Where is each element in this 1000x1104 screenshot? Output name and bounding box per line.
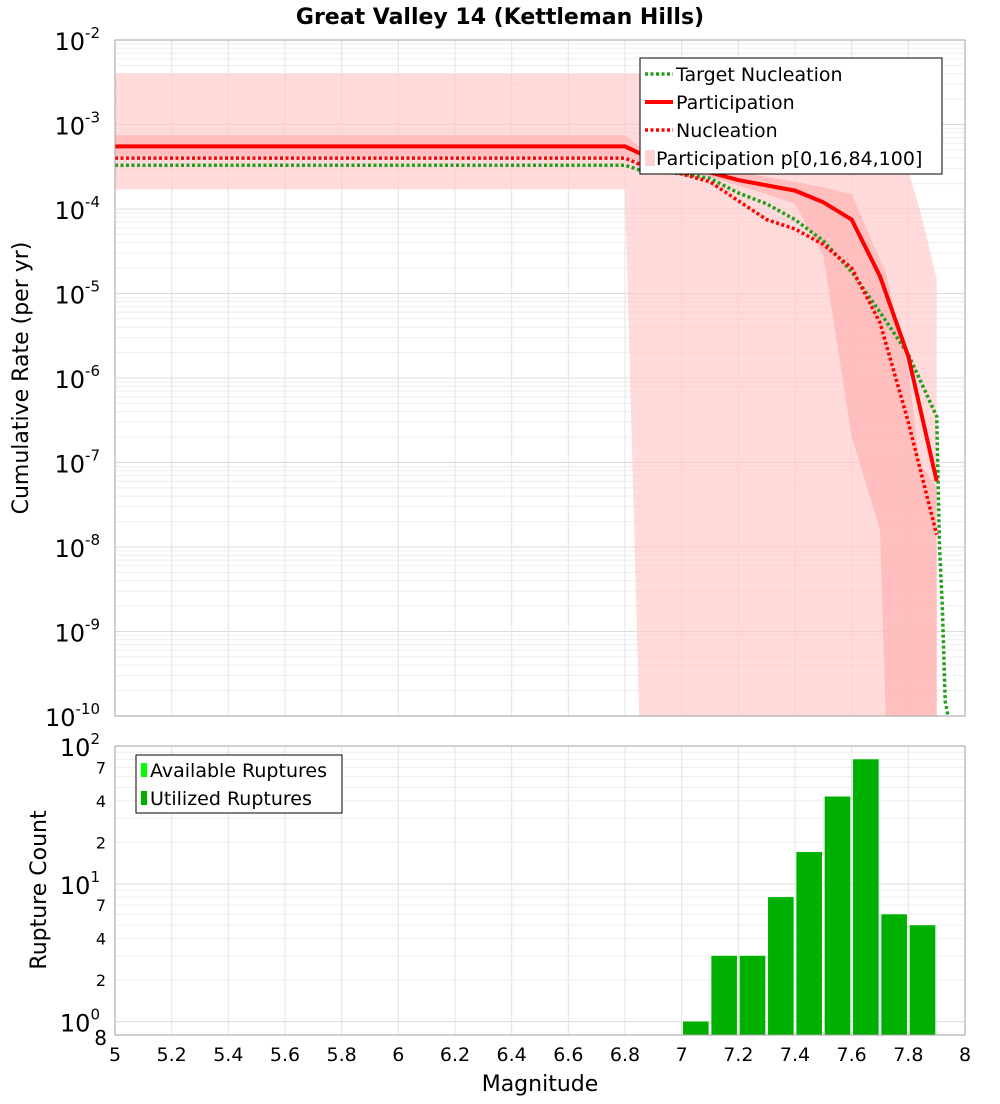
x-tick-label: 7.6 — [837, 1044, 867, 1066]
top-plot-frame — [114, 39, 966, 717]
y-tick-base: 10 — [60, 734, 91, 762]
x-tick-label: 5.8 — [327, 1044, 357, 1066]
y-tick-exponent: -7 — [85, 447, 100, 465]
bottom-legend: Available Ruptures Utilized Ruptures — [135, 754, 343, 814]
y-tick-label: 10-5 — [54, 278, 100, 310]
bar-utilized-ruptures — [853, 759, 879, 1035]
y-tick-base: 10 — [54, 451, 85, 479]
y-minor-tick-label: 2 — [96, 971, 106, 990]
bar-utilized-ruptures — [824, 796, 851, 1035]
y-tick-base: 10 — [45, 704, 76, 732]
y-tick-label: 10-4 — [54, 193, 100, 225]
y-minor-tick-label: 7 — [96, 896, 106, 915]
y-tick-exponent: 0 — [90, 1006, 100, 1024]
y-tick-exponent: -6 — [85, 362, 100, 380]
legend-box — [135, 754, 343, 814]
y-tick-base: 10 — [54, 366, 85, 394]
y-minor-tick-label: 4 — [96, 792, 106, 811]
series-line-participation — [115, 144, 939, 482]
y-tick-label: 10-2 — [54, 24, 100, 56]
legend-swatch — [141, 763, 147, 777]
bar-utilized-ruptures — [881, 914, 907, 1035]
y-tick-exponent: -2 — [85, 24, 100, 42]
y-tick-base: 10 — [54, 282, 85, 310]
x-tick-label: 7 — [676, 1044, 688, 1066]
top-legend: Target Nucleation Participation Nucleatio… — [639, 57, 943, 175]
x-tick-label: 6.4 — [497, 1044, 527, 1066]
x-tick-label: 5.6 — [270, 1044, 300, 1066]
bar-utilized-ruptures — [768, 897, 794, 1035]
x-tick-label: 6.6 — [553, 1044, 583, 1066]
y-tick-exponent: -10 — [76, 700, 101, 718]
y-tick-exponent: 1 — [90, 868, 100, 886]
y-tick-label: 10-8 — [54, 531, 100, 563]
y-tick-base: 10 — [54, 113, 85, 141]
legend-label: Target Nucleation — [675, 64, 843, 86]
y-tick-label: 100 — [60, 1006, 100, 1038]
y-tick-base: 10 — [54, 197, 85, 225]
legend-swatch — [141, 791, 147, 805]
x-tick-label: 5.2 — [157, 1044, 187, 1066]
x-tick-label: 7.2 — [723, 1044, 753, 1066]
x-tick-label: 7.4 — [780, 1044, 810, 1066]
x-tick-label: 5 — [109, 1044, 121, 1066]
chart-title: Great Valley 14 (Kettleman Hills) — [296, 5, 704, 30]
y-minor-tick-label: 4 — [96, 930, 106, 949]
y-minor-tick-label: 2 — [96, 833, 106, 852]
y-tick-exponent: -9 — [85, 616, 100, 634]
bar-utilized-ruptures — [711, 955, 737, 1035]
y-tick-label: 10-6 — [54, 362, 100, 394]
x-tick-label: 8 — [959, 1044, 971, 1066]
bottom-plot-frame — [114, 745, 966, 1036]
legend-swatch — [645, 150, 655, 166]
y-tick-label: 101 — [60, 868, 100, 900]
y-tick-exponent: -4 — [85, 193, 100, 211]
bar-utilized-ruptures — [683, 1021, 709, 1035]
y-tick-label: 10-10 — [45, 700, 100, 732]
y-tick-exponent: 2 — [90, 730, 100, 748]
y-minor-tick-label: 8 — [94, 1026, 107, 1050]
bar-utilized-ruptures — [909, 925, 936, 1035]
legend-label: Nucleation — [676, 120, 778, 142]
y-tick-exponent: -8 — [85, 531, 100, 549]
x-axis-label: Magnitude — [482, 1072, 599, 1097]
y-tick-label: 102 — [60, 730, 100, 762]
y-tick-label: 10-9 — [54, 616, 100, 648]
legend-label: Participation — [676, 92, 795, 114]
y-tick-exponent: -3 — [85, 109, 100, 127]
x-tick-label: 6.8 — [610, 1044, 640, 1066]
bottom-y-axis-label: Rupture Count — [27, 810, 52, 970]
legend-box — [639, 57, 943, 175]
y-minor-tick-label: 7 — [96, 758, 106, 777]
legend-label: Available Ruptures — [150, 760, 327, 782]
legend-label: Participation p[0,16,84,100] — [656, 148, 922, 170]
y-tick-base: 10 — [54, 28, 85, 56]
x-tick-label: 6.2 — [440, 1044, 470, 1066]
legend-label: Utilized Ruptures — [150, 788, 312, 810]
x-tick-label: 7.8 — [893, 1044, 923, 1066]
y-tick-base: 10 — [60, 872, 91, 900]
y-tick-base: 10 — [60, 1010, 91, 1038]
x-tick-label: 5.4 — [213, 1044, 243, 1066]
uncertainty-band-0 — [115, 73, 937, 717]
y-tick-exponent: -5 — [85, 278, 100, 296]
top-y-axis-label: Cumulative Rate (per yr) — [9, 242, 34, 515]
bar-utilized-ruptures — [796, 852, 822, 1035]
series-line-nucleation — [115, 156, 939, 536]
y-tick-label: 10-7 — [54, 447, 100, 479]
series-line-target-nucleation — [115, 163, 950, 717]
y-tick-base: 10 — [54, 620, 85, 648]
bar-utilized-ruptures — [739, 955, 766, 1035]
y-tick-base: 10 — [54, 535, 85, 563]
x-tick-label: 6 — [392, 1044, 404, 1066]
y-tick-label: 10-3 — [54, 109, 100, 141]
